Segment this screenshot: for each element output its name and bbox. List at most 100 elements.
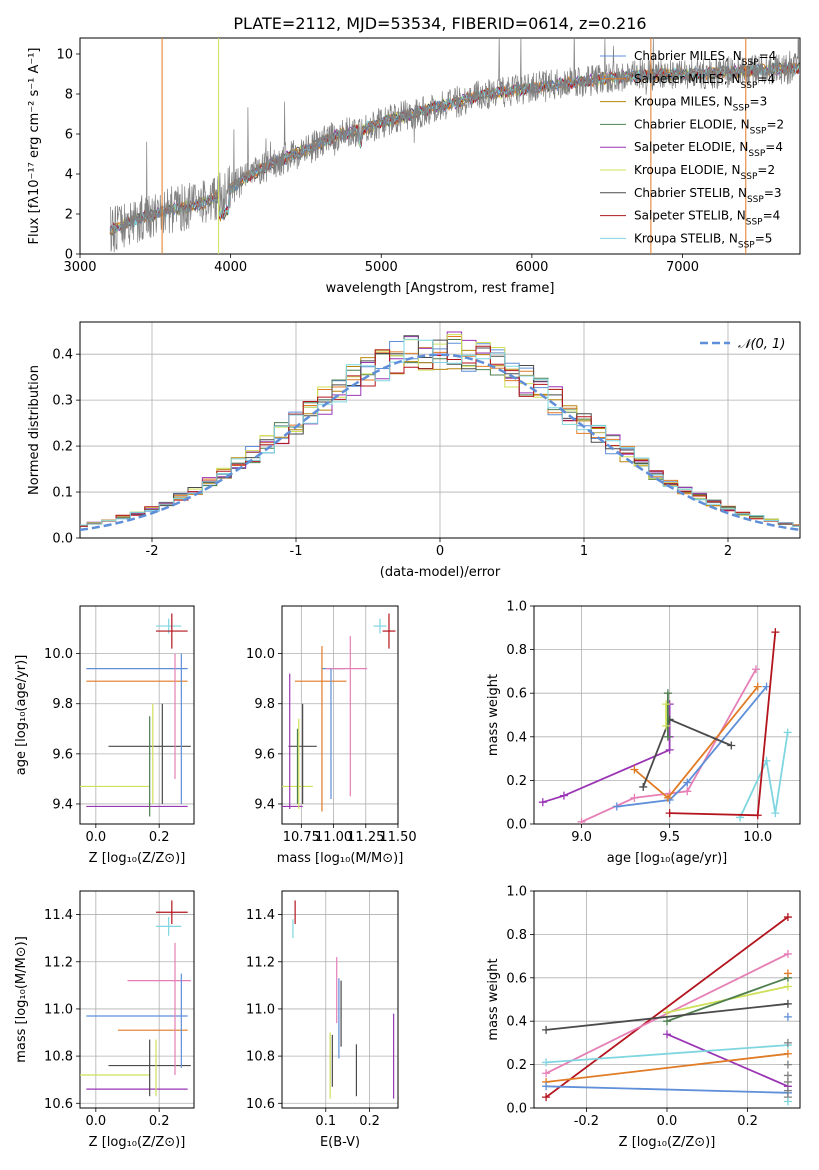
mass-weight-marker — [783, 969, 792, 978]
y-tick-label: 0.2 — [506, 1058, 527, 1073]
mass-weight-marker — [542, 1093, 551, 1102]
mass-weight-marker — [753, 811, 762, 820]
x-tick-label: 7000 — [666, 260, 699, 275]
mass-weight-vs-Z-marks — [542, 913, 792, 1106]
y-tick-label: 1.0 — [506, 600, 527, 615]
x-tick-label: -1 — [290, 544, 303, 559]
legend-n: =2 — [766, 117, 784, 131]
legend-sub: SSP — [733, 104, 750, 114]
y-axis-label: mass [log₁₀(M/M⊙)] — [14, 936, 29, 1063]
x-tick-label: 3000 — [63, 260, 96, 275]
x-tick-label: 0.2 — [149, 830, 170, 845]
mass-weight-marker — [639, 782, 648, 791]
axes-frame — [79, 605, 195, 825]
mass-weight-marker — [727, 741, 736, 750]
y-axis-label: mass weight — [486, 958, 501, 1040]
mass-weight-line — [545, 1052, 789, 1083]
y-tick-label: 8 — [65, 88, 73, 103]
legend-n: =2 — [757, 163, 775, 177]
y-tick-label: 9.4 — [254, 797, 275, 812]
y-axis-label: mass weight — [486, 674, 501, 756]
mass-weight-marker — [612, 802, 621, 811]
x-tick-label: 11.50 — [379, 830, 416, 845]
mass-weight-marker — [783, 1060, 792, 1069]
x-tick-label: 5000 — [365, 260, 398, 275]
y-tick-label: 11.0 — [246, 1002, 275, 1017]
mass-vs-Z-axes: 0.0 0.2 10.6 10.8 11.0 11.2 11.4 Z [log₁₀(Z/Z⊙)… — [14, 890, 195, 1150]
model-spectrum-kroupa-stelib — [109, 62, 800, 232]
x-tick-label: 9.5 — [659, 830, 680, 845]
y-tick-label: 9.8 — [254, 697, 275, 712]
mass-weight-marker — [559, 791, 568, 800]
y-axis-label: age [log₁₀(age/yr)] — [14, 655, 29, 776]
legend-entry: Kroupa ELODIE, NSSP=2 — [634, 163, 775, 182]
y-tick-label: 9.4 — [52, 797, 73, 812]
legend-sub: SSP — [741, 81, 758, 91]
mass-weight-marker — [662, 700, 671, 709]
legend-label: Salpeter STELIB, N — [634, 209, 746, 223]
spectrum-marks — [109, 38, 800, 254]
y-tick-label: 11.4 — [246, 908, 275, 923]
y-tick-label: 11.2 — [246, 955, 275, 970]
axes-frame — [79, 890, 195, 1109]
legend-sub: SSP — [741, 172, 758, 182]
x-axis-label: age [log₁₀(age/yr)] — [607, 851, 728, 866]
y-tick-label: 0.6 — [506, 687, 527, 702]
legend-sub: SSP — [738, 240, 755, 250]
y-tick-label: 0 — [65, 248, 73, 263]
mass-vs-Z-marks — [80, 900, 191, 1097]
x-tick-label: 4000 — [214, 260, 247, 275]
legend-n: =3 — [764, 186, 782, 200]
mass-weight-marker — [683, 778, 692, 787]
y-tick-label: 9.6 — [52, 747, 73, 762]
normal-legend-label: 𝒩(0, 1) — [738, 337, 785, 352]
y-tick-label: 0.8 — [506, 643, 527, 658]
y-tick-label: 1.0 — [506, 885, 527, 900]
axes-frame — [79, 321, 801, 539]
mass-weight-marker — [665, 809, 674, 818]
legend-label: Chabrier ELODIE, N — [634, 117, 750, 131]
legend-n: =4 — [759, 49, 777, 63]
mass-weight-marker — [783, 1012, 792, 1021]
mass-weight-line — [546, 1044, 788, 1064]
residuals-marks — [80, 331, 800, 532]
legend-sub: SSP — [746, 218, 763, 228]
legend-entry: Kroupa MILES, NSSP=3 — [634, 95, 767, 114]
x-axis-label: (data-model)/error — [380, 565, 501, 580]
legend-entry: Salpeter MILES, NSSP=4 — [634, 72, 775, 91]
mass-weight-line — [642, 718, 732, 788]
legend-n: =4 — [763, 209, 781, 223]
residual-histogram — [80, 336, 800, 527]
legend-n: =3 — [750, 95, 768, 109]
x-axis-label: Z [log₁₀(Z/Z⊙)] — [89, 1135, 186, 1150]
legend-entry: Chabrier MILES, NSSP=4 — [634, 49, 776, 68]
x-tick-label: 9.0 — [571, 830, 592, 845]
figure-title: PLATE=2112, MJD=53534, FIBERID=0614, z=0… — [233, 14, 646, 33]
y-tick-label: 4 — [65, 168, 73, 183]
y-tick-label: 0.0 — [506, 818, 527, 833]
y-tick-label: 9.6 — [254, 747, 275, 762]
legend-entry: Salpeter ELODIE, NSSP=4 — [634, 140, 783, 159]
x-axis-label: E(B-V) — [320, 1135, 360, 1150]
y-tick-label: 10.6 — [44, 1097, 73, 1112]
mass-weight-marker — [783, 1077, 792, 1086]
legend-label: Kroupa STELIB, N — [634, 231, 738, 245]
x-tick-label: 0.2 — [359, 1114, 380, 1129]
mass-weight-line — [545, 916, 789, 1098]
mass-weight-line — [546, 1002, 788, 1031]
mass-vs-EBV-marks — [292, 900, 395, 1099]
axes-frame — [281, 890, 399, 1109]
x-tick-label: 0.0 — [85, 1114, 106, 1129]
mass-weight-marker — [630, 793, 639, 802]
legend-sub: SSP — [750, 126, 767, 136]
mass-weight-marker — [542, 1069, 551, 1078]
x-tick-label: 0.0 — [657, 1114, 678, 1129]
x-tick-label: 0.2 — [149, 1114, 170, 1129]
x-tick-label: 11.00 — [315, 830, 352, 845]
legend-n: =4 — [765, 140, 783, 154]
x-tick-label: -0.2 — [574, 1114, 599, 1129]
mass-weight-marker — [783, 982, 792, 991]
x-tick-label: 1 — [580, 544, 588, 559]
